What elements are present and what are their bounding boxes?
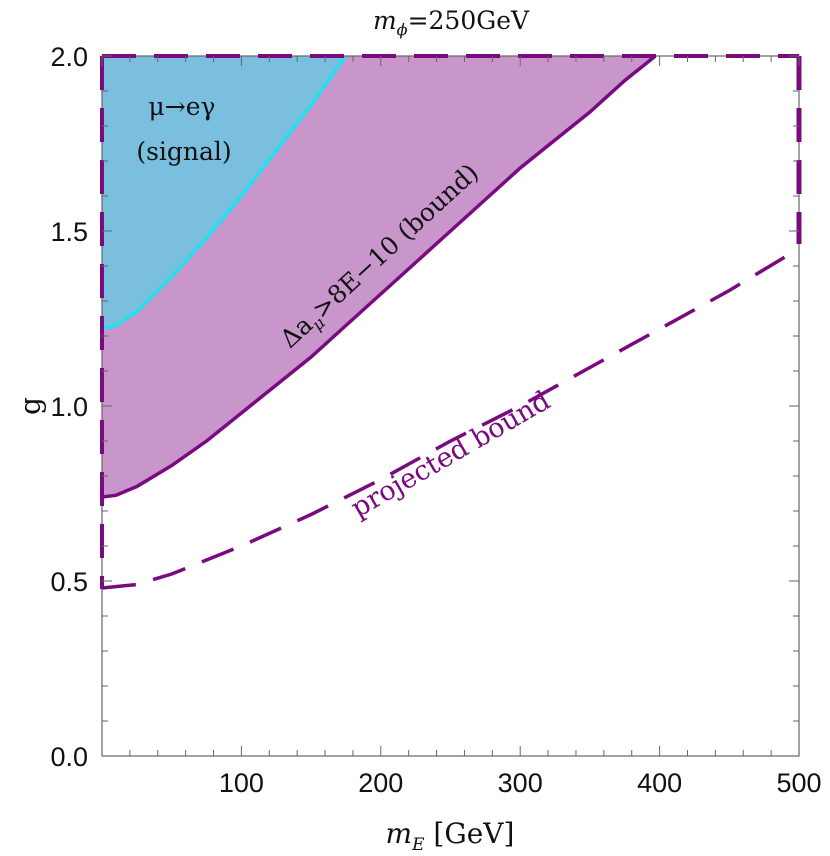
projected-bound-curve — [102, 247, 799, 590]
y-axis-label: g — [14, 397, 47, 415]
y-tick-label: 0.5 — [50, 567, 88, 597]
bound-curve — [102, 56, 657, 499]
x-axis-ticks — [101, 56, 800, 756]
y-tick-label: 1.5 — [50, 217, 88, 247]
x-axis-label: mE [GeV] — [386, 817, 515, 855]
x-tick-label: 400 — [637, 768, 682, 798]
x-axis-tick-labels: 100 200 300 400 500 — [219, 768, 822, 798]
y-axis-tick-labels: 0.0 0.5 1.0 1.5 2.0 — [50, 42, 88, 772]
x-tick-label: 500 — [776, 768, 821, 798]
signal-label-line2: (signal) — [136, 137, 231, 166]
y-axis-ticks — [102, 55, 799, 757]
y-tick-label: 1.0 — [50, 392, 88, 422]
x-tick-label: 200 — [358, 768, 403, 798]
y-tick-label: 0.0 — [50, 742, 88, 772]
projected-bound-label: projected bound — [346, 385, 556, 524]
signal-curve — [102, 56, 348, 331]
x-tick-label: 300 — [498, 768, 543, 798]
y-tick-label: 2.0 — [50, 42, 88, 72]
signal-region — [102, 56, 346, 329]
x-tick-label: 100 — [219, 768, 264, 798]
chart-title: mϕ=250GeV — [373, 6, 530, 39]
signal-label-line1: μ→eγ — [149, 92, 216, 121]
